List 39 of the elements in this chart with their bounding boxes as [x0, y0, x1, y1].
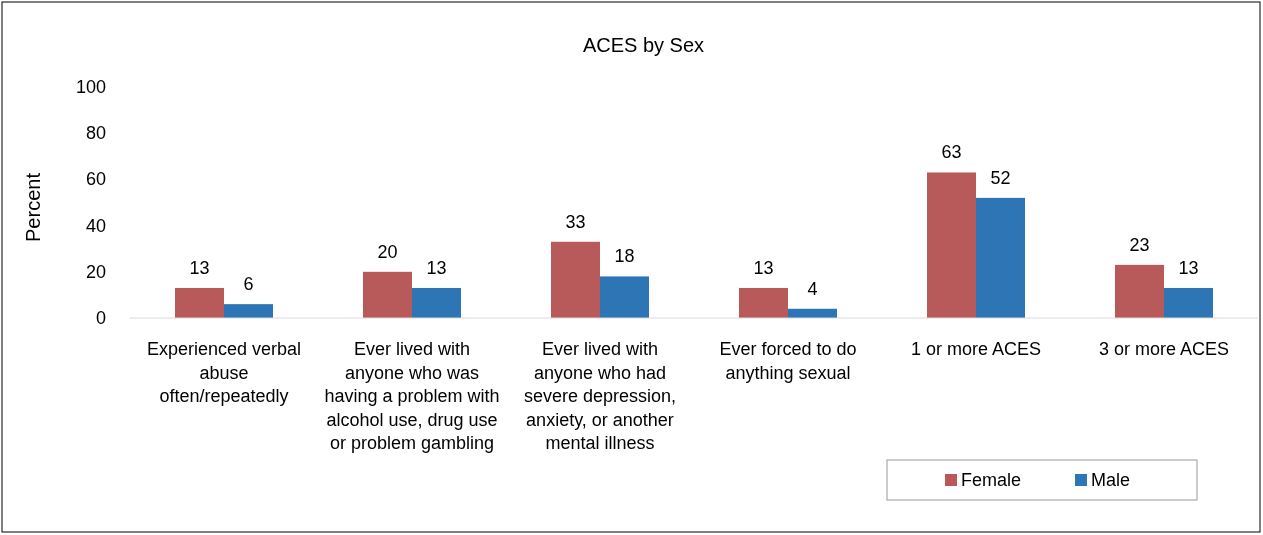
data-label: 33 — [565, 211, 586, 232]
data-label: 6 — [243, 274, 254, 295]
bar — [1115, 264, 1164, 318]
bar — [739, 287, 788, 318]
x-tick-label: 3 or more ACES — [1098, 339, 1230, 359]
bar — [175, 287, 224, 318]
y-tick-label: 100 — [75, 77, 106, 97]
x-tick-label: 1 or more ACES — [910, 339, 1042, 359]
data-label: 63 — [941, 142, 962, 163]
legend-label: Male — [1091, 470, 1131, 490]
chart-title: ACES by Sex — [582, 34, 705, 56]
data-label: 13 — [1178, 257, 1199, 278]
bar — [600, 276, 649, 318]
legend-label: Female — [961, 470, 1022, 490]
x-tick-label: Ever lived with anyone who had severe depression, anxiety, or another mental illness — [523, 339, 677, 453]
bar — [363, 271, 412, 318]
data-label: 23 — [1129, 234, 1150, 255]
y-tick-label: 20 — [85, 261, 106, 282]
data-label: 18 — [614, 246, 635, 267]
bar — [976, 197, 1025, 318]
data-label: 52 — [990, 167, 1011, 188]
y-tick-label: 0 — [95, 308, 106, 328]
data-label: 20 — [377, 241, 398, 262]
data-label: 13 — [426, 257, 447, 278]
x-tick-label: Ever lived with anyone who was having a problem with alcohol use, drug use or problem gambling — [324, 339, 500, 453]
bar — [224, 304, 273, 318]
bar — [551, 241, 600, 318]
data-label: 13 — [753, 257, 774, 278]
data-label: 4 — [807, 278, 818, 299]
y-tick-label: 60 — [85, 169, 106, 190]
bar — [927, 172, 976, 318]
data-label: 13 — [189, 257, 210, 278]
x-tick-label: Ever forced to do anything sexual — [719, 339, 857, 383]
x-tick-label: Experienced verbal abuse often/repeatedly — [146, 339, 302, 406]
y-tick-label: 40 — [85, 215, 106, 236]
y-axis-title: Percent — [22, 172, 44, 242]
bar — [412, 287, 461, 318]
y-tick-label: 80 — [85, 123, 106, 144]
bar — [1164, 287, 1213, 318]
